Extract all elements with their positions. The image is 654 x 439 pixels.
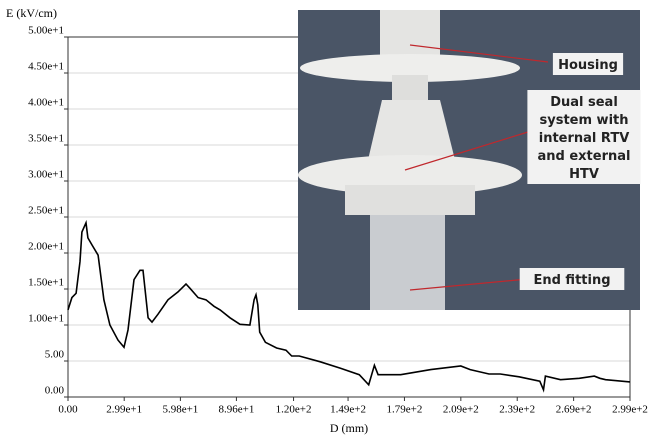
end-fitting bbox=[370, 215, 445, 310]
y-tick-label: 5.00e+1 bbox=[28, 25, 64, 37]
housing-core bbox=[380, 10, 440, 60]
x-tick-label: 8.96e+1 bbox=[218, 404, 254, 416]
photo-label: system with bbox=[540, 113, 629, 128]
y-tick-label: 2.50e+1 bbox=[28, 205, 64, 217]
housing-core bbox=[392, 75, 428, 100]
photo-label: Housing bbox=[558, 58, 618, 73]
x-tick-label: 0.00 bbox=[58, 404, 78, 416]
chart: E (kV/cm) D (mm) Housing Dual seal system … bbox=[0, 0, 654, 439]
y-tick-label: 4.50e+1 bbox=[28, 61, 64, 73]
x-tick-label: 2.09e+2 bbox=[443, 404, 479, 416]
x-tick-label: 1.20e+2 bbox=[276, 404, 312, 416]
y-tick-label: 1.50e+1 bbox=[28, 277, 64, 289]
y-tick-label: 1.00e+1 bbox=[28, 313, 64, 325]
seal bbox=[368, 100, 455, 160]
page: E (kV/cm) D (mm) Housing Dual seal system … bbox=[0, 0, 654, 439]
y-tick-label: 2.00e+1 bbox=[28, 241, 64, 253]
seal-base bbox=[345, 185, 475, 215]
x-tick-label: 1.49e+2 bbox=[330, 404, 366, 416]
photo-label: Dual seal bbox=[550, 95, 618, 110]
y-axis-label: E (kV/cm) bbox=[6, 6, 57, 20]
photo-label: End fitting bbox=[533, 273, 610, 288]
x-tick-label: 2.69e+2 bbox=[556, 404, 592, 416]
y-tick-label: 5.00 bbox=[45, 349, 65, 361]
x-tick-label: 5.98e+1 bbox=[162, 404, 198, 416]
y-tick-label: 3.00e+1 bbox=[28, 169, 64, 181]
x-tick-label: 2.99e+2 bbox=[612, 404, 648, 416]
y-tick-label: 0.00 bbox=[45, 385, 65, 397]
photo-label: and external bbox=[538, 149, 631, 164]
x-axis-label: D (mm) bbox=[330, 421, 368, 435]
x-tick-label: 2.99e+1 bbox=[106, 404, 142, 416]
photo-label: internal RTV bbox=[539, 131, 630, 146]
y-tick-label: 3.50e+1 bbox=[28, 133, 64, 145]
x-tick-label: 2.39e+2 bbox=[499, 404, 535, 416]
x-tick-label: 1.79e+2 bbox=[387, 404, 423, 416]
y-tick-label: 4.00e+1 bbox=[28, 97, 64, 109]
photo-label: HTV bbox=[569, 167, 599, 182]
